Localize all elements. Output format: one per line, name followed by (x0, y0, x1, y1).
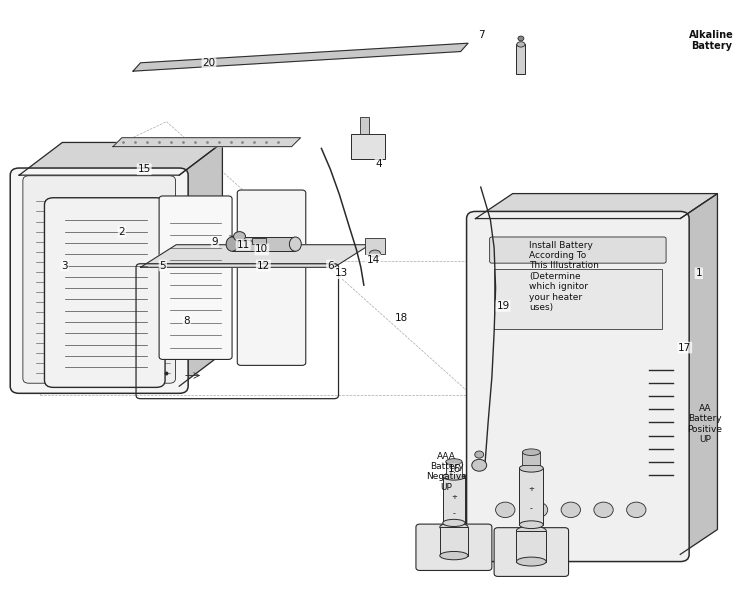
Polygon shape (476, 194, 718, 218)
FancyBboxPatch shape (237, 190, 306, 365)
Text: +: + (451, 494, 457, 500)
Bar (252, 238, 266, 244)
Ellipse shape (370, 250, 380, 257)
Text: 5: 5 (160, 260, 166, 271)
Text: -: - (530, 506, 532, 512)
Polygon shape (680, 194, 718, 554)
FancyBboxPatch shape (416, 524, 492, 571)
Polygon shape (113, 138, 301, 146)
Bar (523, 452, 540, 465)
Bar (517, 530, 546, 562)
Text: AAA
Battery
Negative
UP: AAA Battery Negative UP (426, 452, 467, 492)
Ellipse shape (226, 237, 238, 251)
Bar (442, 476, 465, 523)
Bar (351, 134, 386, 158)
Polygon shape (140, 245, 370, 268)
Ellipse shape (520, 521, 543, 529)
Bar (494, 269, 662, 329)
Circle shape (472, 460, 487, 471)
Polygon shape (179, 142, 223, 386)
Text: 19: 19 (496, 301, 510, 311)
Text: 8: 8 (183, 316, 190, 326)
Ellipse shape (440, 523, 468, 531)
Bar (440, 527, 468, 556)
Text: Alkaline
Battery: Alkaline Battery (689, 29, 734, 51)
Text: 2: 2 (118, 227, 125, 236)
Text: 6: 6 (327, 260, 334, 271)
Ellipse shape (517, 557, 546, 566)
Text: 17: 17 (678, 343, 692, 353)
Text: 3: 3 (62, 260, 68, 271)
Bar (446, 461, 462, 473)
Text: +: + (529, 486, 534, 492)
Text: 1: 1 (695, 268, 702, 278)
Text: 16: 16 (448, 464, 461, 475)
Ellipse shape (440, 551, 468, 560)
Text: AA
Battery
Positive
UP: AA Battery Positive UP (687, 404, 722, 444)
Text: 14: 14 (367, 254, 380, 265)
FancyBboxPatch shape (159, 196, 232, 359)
Bar (365, 238, 385, 254)
Text: 20: 20 (202, 58, 215, 68)
Bar (517, 44, 525, 74)
Circle shape (518, 36, 524, 41)
Ellipse shape (290, 237, 302, 251)
Text: 9: 9 (211, 237, 218, 247)
Polygon shape (20, 142, 223, 175)
Text: 13: 13 (334, 268, 348, 278)
Text: 10: 10 (255, 244, 268, 254)
Text: 4: 4 (376, 160, 382, 169)
FancyBboxPatch shape (466, 211, 689, 562)
Text: 12: 12 (256, 260, 270, 271)
Bar (520, 468, 543, 524)
Circle shape (626, 502, 646, 518)
Ellipse shape (517, 42, 525, 47)
Text: 15: 15 (137, 164, 151, 174)
FancyBboxPatch shape (490, 237, 666, 263)
Ellipse shape (442, 473, 465, 480)
Circle shape (594, 502, 613, 518)
Circle shape (561, 502, 580, 518)
FancyBboxPatch shape (23, 176, 176, 383)
Ellipse shape (520, 464, 543, 472)
Text: 11: 11 (236, 240, 250, 250)
Text: 7: 7 (478, 31, 484, 40)
Text: 18: 18 (395, 313, 409, 323)
FancyBboxPatch shape (10, 168, 188, 394)
Ellipse shape (523, 449, 540, 455)
Bar (232, 237, 296, 251)
Polygon shape (133, 43, 468, 71)
Circle shape (233, 232, 245, 241)
FancyBboxPatch shape (494, 527, 568, 577)
Ellipse shape (446, 459, 462, 464)
Ellipse shape (442, 520, 465, 526)
Text: -: - (452, 511, 455, 517)
Circle shape (475, 451, 484, 458)
Ellipse shape (517, 526, 546, 535)
Text: Install Battery
According To
This Illustration
(Determine
which ignitor
your hea: Install Battery According To This Illust… (529, 241, 599, 312)
FancyBboxPatch shape (44, 198, 165, 388)
Circle shape (496, 502, 515, 518)
Bar (360, 117, 369, 134)
Circle shape (528, 502, 548, 518)
